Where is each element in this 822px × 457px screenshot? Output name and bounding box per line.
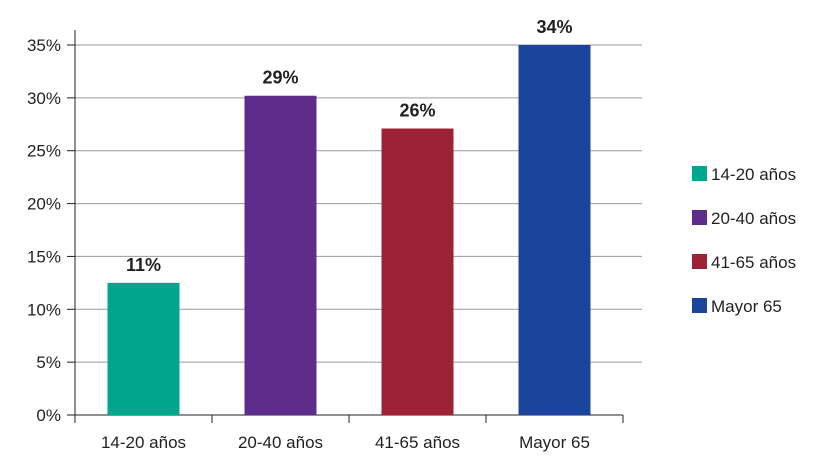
- legend-label: 14-20 años: [711, 165, 796, 184]
- y-tick-label: 20%: [27, 195, 61, 214]
- x-tick-label: 41-65 años: [375, 433, 460, 452]
- y-tick-label: 25%: [27, 142, 61, 161]
- bar: [382, 129, 454, 415]
- legend-label: 20-40 años: [711, 209, 796, 228]
- legend-swatch: [692, 210, 707, 225]
- y-tick-label: 15%: [27, 247, 61, 266]
- data-label: 29%: [262, 68, 298, 88]
- bar: [245, 96, 317, 415]
- data-labels: 11% 29% 26% 34%: [126, 17, 573, 275]
- y-tick-label: 5%: [36, 353, 61, 372]
- bar: [519, 45, 591, 415]
- legend-label: Mayor 65: [711, 297, 782, 316]
- legend-swatch: [692, 298, 707, 313]
- y-tick-label: 30%: [27, 89, 61, 108]
- y-tick-label: 35%: [27, 36, 61, 55]
- legend-swatch: [692, 254, 707, 269]
- bars: [108, 45, 591, 415]
- data-label: 34%: [536, 17, 572, 37]
- data-label: 11%: [126, 255, 161, 275]
- legend-label: 41-65 años: [711, 253, 796, 272]
- y-tick-label: 0%: [36, 406, 61, 425]
- legend-swatch: [692, 166, 707, 181]
- legend: 14-20 años 20-40 años 41-65 años Mayor 65: [692, 165, 796, 316]
- y-tick-label: 10%: [27, 300, 61, 319]
- data-label: 26%: [399, 101, 435, 121]
- bar: [108, 283, 180, 415]
- x-tick-label: Mayor 65: [519, 433, 590, 452]
- x-tick-label: 14-20 años: [101, 433, 186, 452]
- x-tick-label: 20-40 años: [238, 433, 323, 452]
